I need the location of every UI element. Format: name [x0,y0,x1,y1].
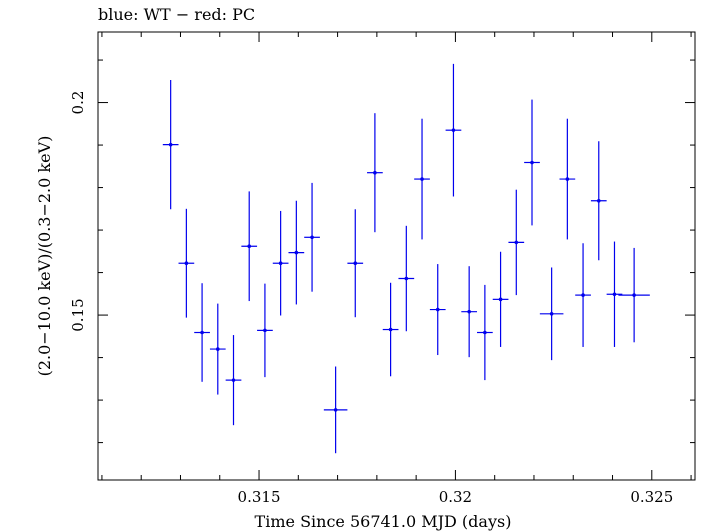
x-tick-label: 0.32 [439,488,472,506]
data-points [162,63,650,454]
point-marker [467,309,471,314]
data-point [539,267,564,361]
x-tick-label: 0.315 [238,488,281,506]
y-tick-label: 0.15 [69,298,87,331]
point-marker [632,293,636,297]
y-tick-label: 0.2 [69,91,87,115]
point-marker [581,293,585,297]
point-marker [498,297,503,302]
data-point [508,189,525,296]
point-marker [294,250,299,255]
point-marker [612,292,617,297]
point-marker [231,378,236,382]
point-marker [483,330,487,335]
point-marker [215,347,220,351]
data-point [398,225,415,332]
point-marker [420,177,424,181]
data-point [590,141,607,261]
data-point [288,200,305,305]
point-marker [451,128,456,132]
data-point [178,208,195,318]
data-point [347,209,364,318]
data-point [225,335,242,426]
data-point [414,118,430,240]
point-marker [184,261,189,266]
data-point [323,366,348,454]
data-point [162,80,179,210]
axis-ticks [98,32,695,480]
data-point [524,99,540,226]
axis-tick-labels: 0.315 0.32 0.325 0.15 0.2 [69,91,673,506]
point-marker [373,170,377,175]
data-point [257,283,273,378]
point-marker [596,198,601,203]
point-marker [353,261,358,266]
data-point [194,283,210,382]
x-tick-label: 0.325 [630,488,673,506]
data-point [461,266,478,358]
point-marker [200,330,204,335]
point-marker [530,160,534,165]
x-axis-label: Time Since 56741.0 MJD (days) [255,512,512,531]
point-marker [247,244,252,249]
point-marker [565,177,570,181]
data-point [367,113,383,233]
data-point [477,284,493,381]
data-point [304,182,320,292]
data-point [618,247,650,343]
data-point [492,251,509,347]
data-point [272,210,289,316]
point-marker [168,142,173,147]
data-point [445,63,462,197]
point-marker [388,327,393,332]
point-marker [404,276,409,281]
data-point [606,241,623,347]
point-marker [549,312,554,316]
data-point [429,264,446,356]
point-marker [310,235,314,240]
point-marker [278,261,283,266]
data-point [241,191,258,302]
data-point [209,303,226,395]
data-point [559,118,576,240]
chart-title: blue: WT − red: PC [98,5,256,24]
point-marker [333,408,338,412]
plot-frame [97,31,696,481]
y-axis-label: (2.0−10.0 keV)/(0.3−2.0 keV) [35,136,54,377]
data-point [382,282,399,377]
point-marker [435,307,440,312]
point-marker [263,328,267,333]
point-marker [514,240,519,245]
data-point [575,243,591,347]
